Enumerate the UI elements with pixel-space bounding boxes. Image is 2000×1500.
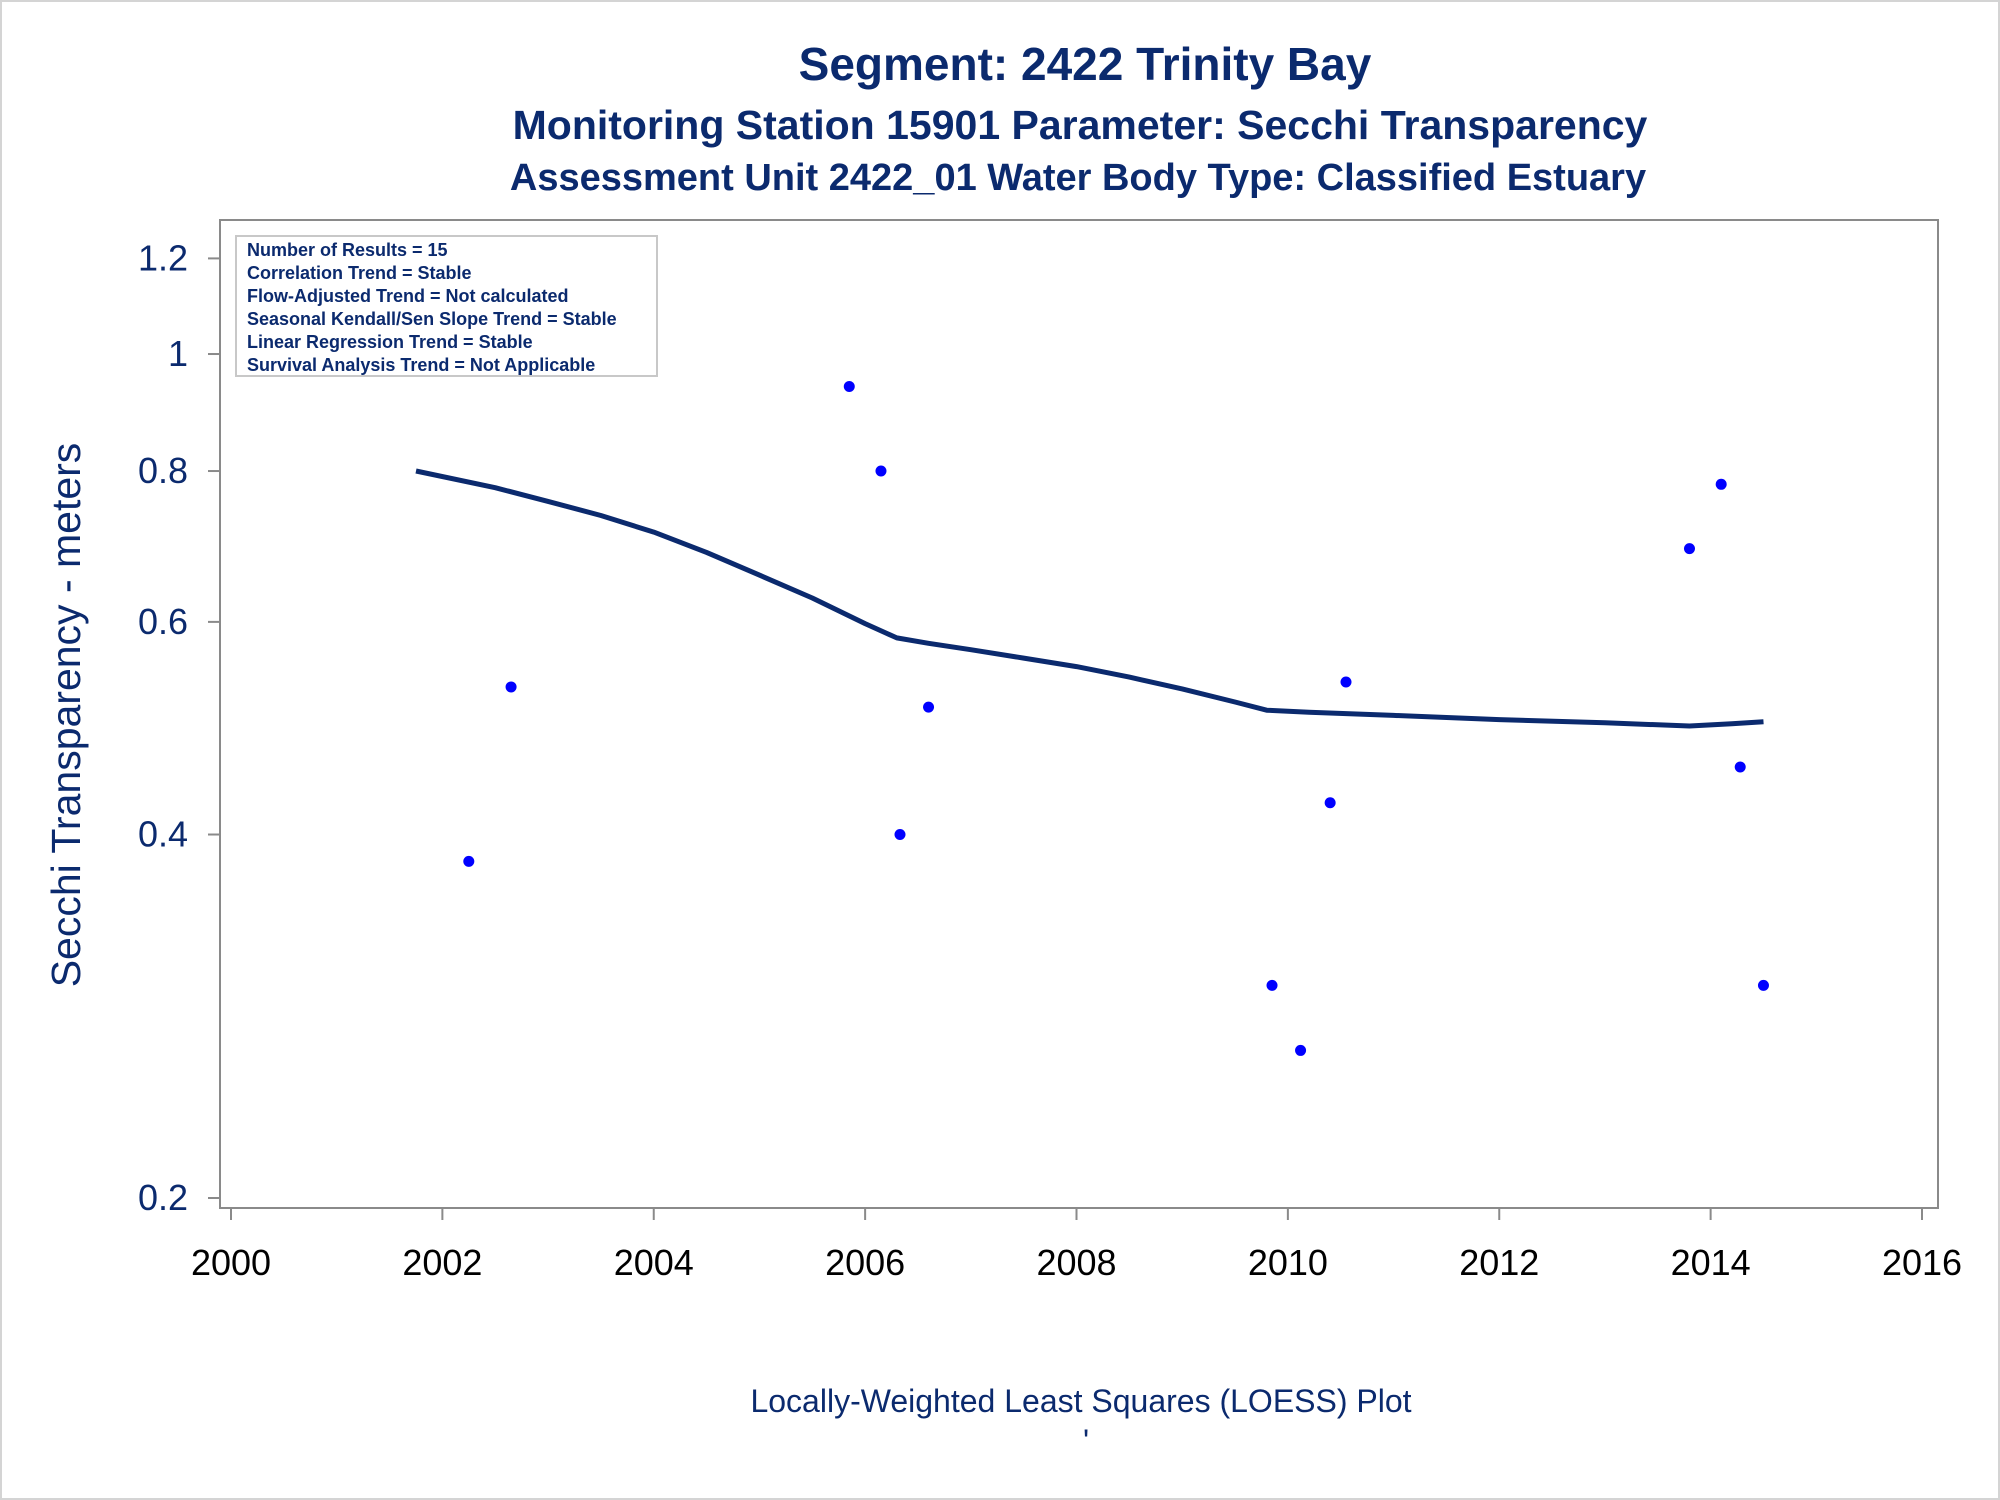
stats-line-survival: Survival Analysis Trend = Not Applicable: [247, 355, 595, 375]
y-tick-label: 0.2: [138, 1177, 188, 1218]
chart-title: Segment: 2422 Trinity Bay: [799, 38, 1372, 90]
data-point: [505, 681, 517, 693]
stats-line-linear-regression: Linear Regression Trend = Stable: [247, 332, 533, 352]
y-axis-label: Secchi Transparency - meters: [43, 443, 89, 988]
data-point: [1266, 979, 1278, 991]
footnote: Locally-Weighted Least Squares (LOESS) P…: [750, 1383, 1411, 1419]
data-point: [894, 829, 906, 841]
stats-inset-box: [235, 235, 658, 377]
y-axis: 0.2 0.4 0.6 0.8 1 1.2: [138, 237, 220, 1218]
x-tick-label: 2012: [1459, 1242, 1539, 1283]
data-point: [1757, 979, 1769, 991]
data-point: [923, 701, 935, 713]
plot-area: [219, 219, 1939, 1209]
y-tick-label: 1.2: [138, 237, 188, 278]
stats-line-seasonal-kendall: Seasonal Kendall/Sen Slope Trend = Stabl…: [247, 309, 617, 329]
chart-subtitle-2: Assessment Unit 2422_01 Water Body Type:…: [510, 157, 1646, 199]
x-axis: 2000 2002 2004 2006 2008 2010 2012 2014 2016: [191, 1208, 1962, 1283]
stats-inset: Number of Results = 15 Correlation Trend…: [235, 235, 658, 377]
chart-subtitle: Monitoring Station 15901 Parameter: Secc…: [513, 102, 1648, 148]
x-tick-label: 2014: [1671, 1242, 1751, 1283]
x-tick-label: 2002: [402, 1242, 482, 1283]
data-point: [1340, 676, 1352, 688]
x-tick-label: 2000: [191, 1242, 271, 1283]
data-point: [1715, 478, 1727, 490]
x-tick-label: 2006: [825, 1242, 905, 1283]
footnote-mark: ': [1083, 1423, 1089, 1459]
data-point: [1295, 1044, 1307, 1056]
x-tick-label: 2010: [1248, 1242, 1328, 1283]
x-tick-label: 2004: [614, 1242, 694, 1283]
y-tick-label: 0.6: [138, 601, 188, 642]
stats-line-correlation: Correlation Trend = Stable: [247, 263, 472, 283]
data-point: [1734, 761, 1746, 773]
y-tick-label: 0.8: [138, 450, 188, 491]
y-tick-label: 0.4: [138, 814, 188, 855]
y-tick-label: 1: [168, 333, 188, 374]
data-point: [1324, 797, 1336, 809]
stats-line-results: Number of Results = 15: [247, 240, 448, 260]
loess-curve: [415, 468, 1764, 729]
data-point: [875, 465, 887, 477]
x-tick-label: 2016: [1882, 1242, 1962, 1283]
x-tick-label: 2008: [1036, 1242, 1116, 1283]
data-point: [843, 380, 855, 392]
data-point: [1683, 543, 1695, 555]
data-point: [463, 855, 475, 867]
stats-line-flow-adjusted: Flow-Adjusted Trend = Not calculated: [247, 286, 569, 306]
